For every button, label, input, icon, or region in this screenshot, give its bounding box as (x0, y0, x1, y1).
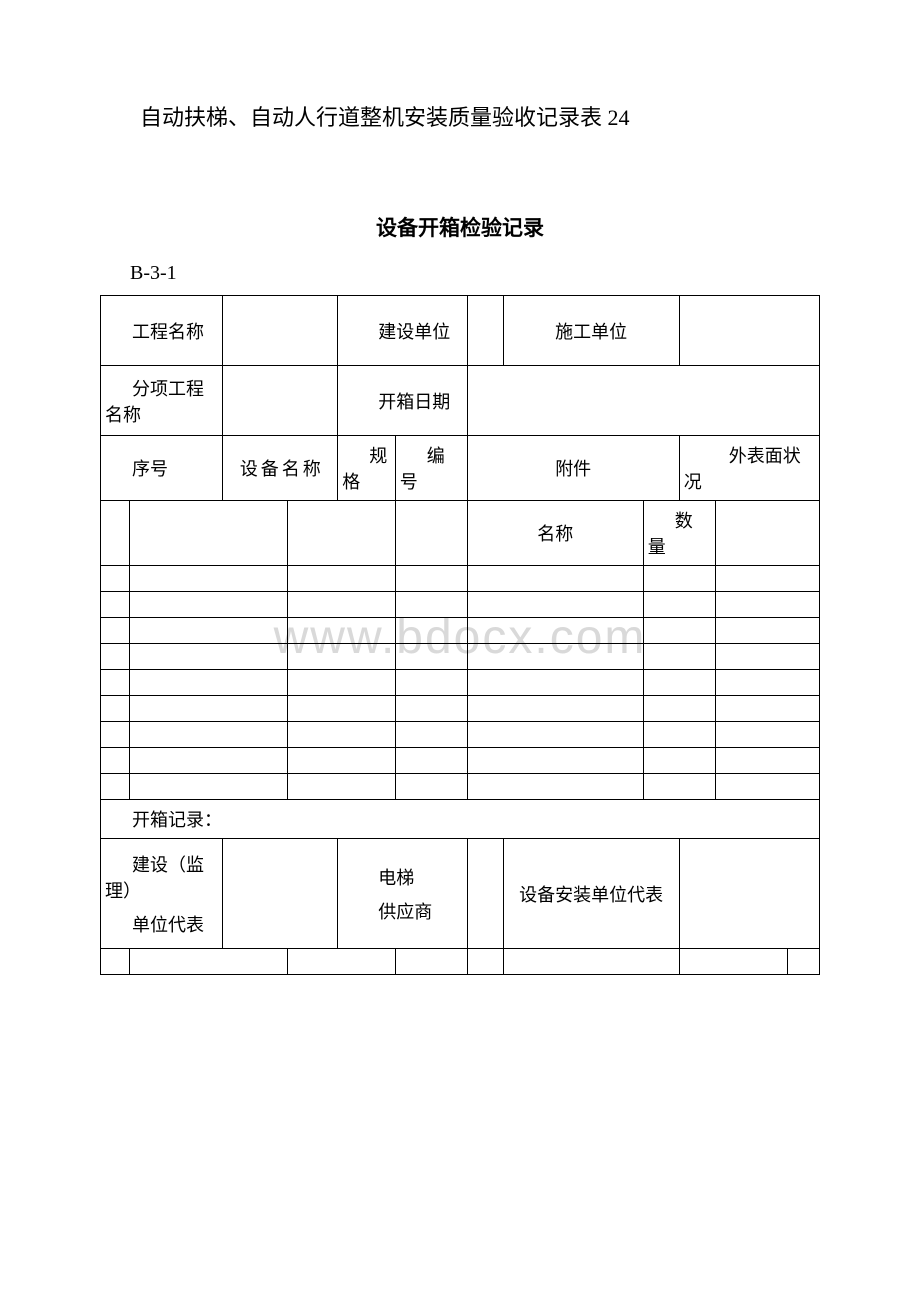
row-signatures: 建设（监理） 单位代表 电梯 供应商 设备安装单位代表 (101, 839, 820, 949)
data-row (101, 592, 820, 618)
header-surface: 外表面状况 (679, 436, 819, 501)
page-container: 自动扶梯、自动人行道整机安装质量验收记录表 24 设备开箱检验记录 B-3-1 … (0, 0, 920, 975)
data-row (101, 774, 820, 800)
section-title: 设备开箱检验记录 (100, 212, 820, 242)
row-unbox-record: 开箱记录： (101, 800, 820, 839)
row-subproject: 分项工程名称 开箱日期 (101, 366, 820, 436)
value-unbox-date (467, 366, 819, 436)
form-code: B-3-1 (130, 262, 820, 285)
label-builder: 建设单位 (338, 296, 467, 366)
cell-blank (287, 501, 395, 566)
header-code: 编号 (395, 436, 467, 501)
cell-blank (129, 501, 287, 566)
label-install-rep: 设备安装单位代表 (503, 839, 679, 949)
row-final (101, 949, 820, 975)
label-supervisor-rep: 建设（监理） 单位代表 (101, 839, 223, 949)
value-constructor (679, 296, 819, 366)
label-constructor: 施工单位 (503, 296, 679, 366)
value-builder (467, 296, 503, 366)
label-subproject: 分项工程名称 (101, 366, 223, 436)
data-row (101, 670, 820, 696)
label-project-name: 工程名称 (101, 296, 223, 366)
cell-blank (101, 501, 130, 566)
header-seq: 序号 (101, 436, 223, 501)
label-unbox-record: 开箱记录： (101, 800, 820, 839)
data-row (101, 722, 820, 748)
data-row (101, 618, 820, 644)
label-elevator-supplier: 电梯 供应商 (338, 839, 467, 949)
cell-blank (395, 501, 467, 566)
row-subheader: 名称 数量 (101, 501, 820, 566)
header-attachment: 附件 (467, 436, 679, 501)
row-header: 序号 设备名称 规格 编号 附件 外表面状况 (101, 436, 820, 501)
header-spec: 规格 (338, 436, 396, 501)
value-subproject (223, 366, 338, 436)
subheader-att-name: 名称 (467, 501, 643, 566)
data-row (101, 696, 820, 722)
subheader-att-qty: 数量 (643, 501, 715, 566)
cell-blank (715, 501, 819, 566)
value-install-rep (679, 839, 819, 949)
value-project-name (223, 296, 338, 366)
main-table: 工程名称 建设单位 施工单位 分项工程名称 开箱日期 序号 设备名称 规格 编号… (100, 295, 820, 975)
data-row (101, 566, 820, 592)
row-project-info: 工程名称 建设单位 施工单位 (101, 296, 820, 366)
value-supervisor-rep (223, 839, 338, 949)
data-row (101, 644, 820, 670)
value-elevator-supplier (467, 839, 503, 949)
header-equip-name: 设备名称 (223, 436, 338, 501)
doc-title: 自动扶梯、自动人行道整机安装质量验收记录表 24 (140, 100, 820, 132)
label-unbox-date: 开箱日期 (338, 366, 467, 436)
data-row (101, 748, 820, 774)
